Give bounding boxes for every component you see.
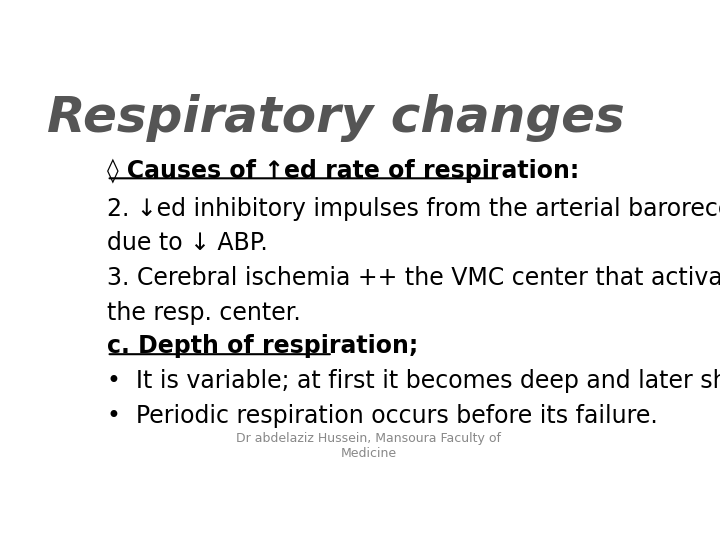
Text: 2. ↓ed inhibitory impulses from the arterial baroreceptors: 2. ↓ed inhibitory impulses from the arte… — [107, 197, 720, 221]
Text: •  It is variable; at first it becomes deep and later shallow.: • It is variable; at first it becomes de… — [107, 369, 720, 393]
Text: Dr abdelaziz Hussein, Mansoura Faculty of
Medicine: Dr abdelaziz Hussein, Mansoura Faculty o… — [236, 432, 502, 460]
Text: •  Periodic respiration occurs before its failure.: • Periodic respiration occurs before its… — [107, 404, 657, 428]
Text: due to ↓ ABP.: due to ↓ ABP. — [107, 231, 268, 255]
Text: the resp. center.: the resp. center. — [107, 301, 300, 325]
Text: ◊ Causes of ↑ed rate of respiration:: ◊ Causes of ↑ed rate of respiration: — [107, 158, 579, 183]
Text: Respiratory changes: Respiratory changes — [47, 94, 624, 142]
Text: 3. Cerebral ischemia ++ the VMC center that activates: 3. Cerebral ischemia ++ the VMC center t… — [107, 266, 720, 291]
Text: c. Depth of respiration;: c. Depth of respiration; — [107, 334, 418, 358]
